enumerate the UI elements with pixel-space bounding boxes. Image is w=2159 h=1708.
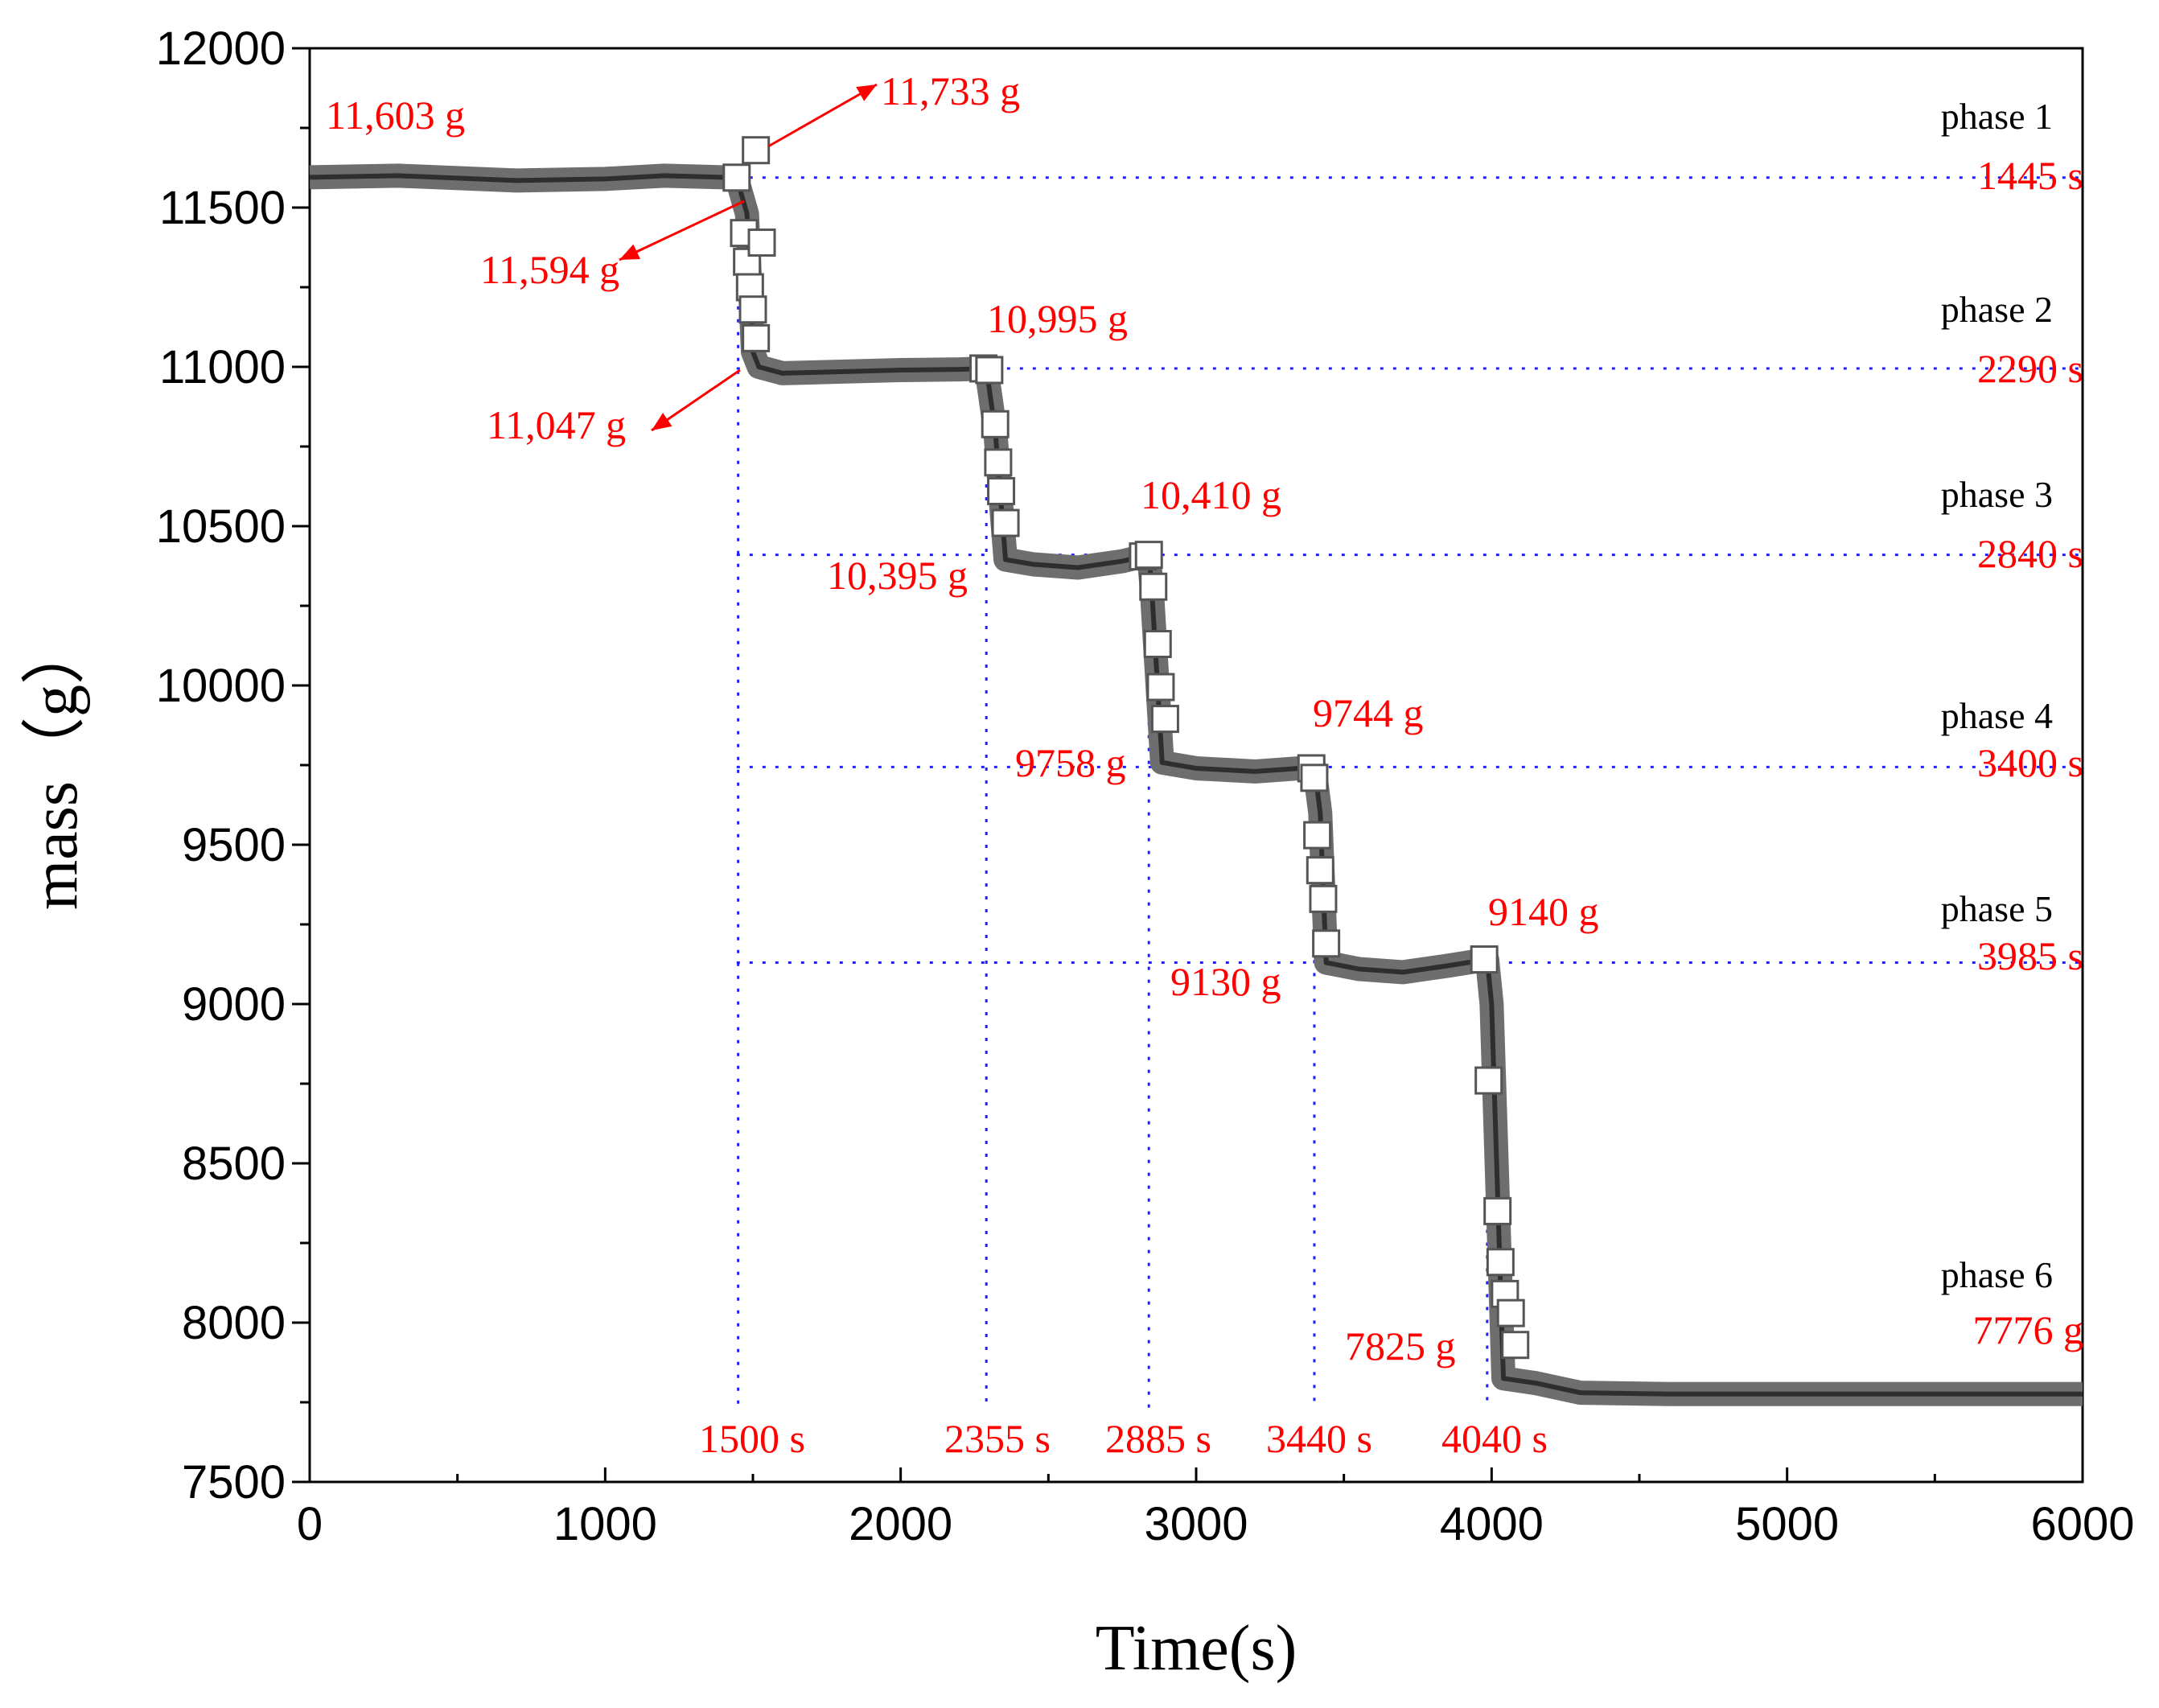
phase-time: 3985 s bbox=[1977, 933, 2083, 978]
phase-label: phase 1 bbox=[1941, 96, 2053, 137]
annotation-arrowhead bbox=[619, 244, 640, 260]
mass-annotation: 10,995 g bbox=[987, 296, 1128, 341]
mass-line bbox=[309, 173, 2083, 1397]
annotations: 11,603 g 11,733 g 11,594 g 11,047 g 10,995 g… bbox=[326, 68, 2083, 1461]
data-point-marker bbox=[742, 323, 771, 352]
transition-time-label: 2885 s bbox=[1105, 1416, 1211, 1461]
phase-time: 1445 s bbox=[1977, 153, 2083, 198]
data-point-marker bbox=[1474, 1066, 1503, 1095]
phase-label: phase 2 bbox=[1941, 289, 2053, 330]
x-tick-label: 1000 bbox=[553, 1498, 657, 1550]
mass-annotation: 11,047 g bbox=[487, 402, 626, 447]
data-point-marker bbox=[1483, 1196, 1512, 1225]
phase-time: 2840 s bbox=[1977, 531, 2083, 576]
y-tick-label: 8500 bbox=[182, 1138, 286, 1190]
data-point-marker bbox=[975, 356, 1004, 385]
data-point-marker bbox=[987, 476, 1016, 505]
mass-annotation: 11,733 g bbox=[881, 68, 1020, 113]
axes: 0 1000 2000 3000 4000 5000 6000 7500 8000 8500 900… bbox=[156, 23, 2135, 1550]
data-point-marker bbox=[1146, 673, 1175, 702]
y-tick-label: 11000 bbox=[159, 341, 286, 393]
mass-annotation: 10,395 g bbox=[827, 553, 968, 598]
data-point-marker bbox=[1309, 884, 1338, 913]
phase-time: 3400 s bbox=[1977, 740, 2083, 785]
phase-label: phase 3 bbox=[1941, 474, 2053, 515]
data-point-marker bbox=[1134, 541, 1163, 570]
data-point-marker bbox=[1306, 856, 1334, 885]
data-point-marker bbox=[981, 410, 1010, 438]
mass-annotation: 7776 g bbox=[1973, 1307, 2084, 1352]
data-point-marker bbox=[1143, 630, 1172, 659]
x-tick-label: 6000 bbox=[2030, 1498, 2134, 1550]
x-tick-label: 3000 bbox=[1144, 1498, 1248, 1550]
mass-annotation: 10,410 g bbox=[1141, 472, 1281, 517]
x-tick-label: 0 bbox=[297, 1498, 323, 1550]
y-tick-label: 8000 bbox=[182, 1297, 286, 1349]
mass-annotation: 9130 g bbox=[1170, 959, 1281, 1004]
data-point-marker bbox=[1496, 1298, 1525, 1327]
data-point-marker bbox=[991, 508, 1020, 537]
transition-time-label: 1500 s bbox=[699, 1416, 805, 1461]
data-point-marker bbox=[1312, 929, 1341, 958]
annotation-arrow bbox=[767, 83, 878, 148]
x-axis-title: Time(s) bbox=[1096, 1613, 1297, 1684]
phase-label: phase 5 bbox=[1941, 888, 2053, 929]
data-point-marker bbox=[747, 228, 776, 257]
mass-annotation: 11,603 g bbox=[326, 93, 465, 138]
x-tick-label: 5000 bbox=[1735, 1498, 1839, 1550]
data-point-marker bbox=[1150, 705, 1179, 734]
data-point-marker bbox=[1486, 1248, 1515, 1277]
phase-label: phase 4 bbox=[1941, 695, 2053, 736]
data-point-marker bbox=[984, 448, 1013, 477]
mass-annotation: 9758 g bbox=[1015, 740, 1126, 785]
mass-annotation: 7825 g bbox=[1345, 1323, 1456, 1368]
y-tick-label: 10000 bbox=[156, 660, 286, 712]
data-point-marker bbox=[1303, 821, 1332, 850]
y-tick-label: 9500 bbox=[182, 819, 286, 871]
annotation-arrowhead bbox=[856, 84, 877, 101]
y-tick-label: 9000 bbox=[182, 978, 286, 1031]
x-tick-label: 4000 bbox=[1440, 1498, 1544, 1550]
y-tick-label: 12000 bbox=[156, 23, 286, 75]
y-tick-label: 10500 bbox=[156, 500, 286, 553]
data-point-marker bbox=[722, 163, 751, 192]
data-point-marker bbox=[1139, 572, 1168, 601]
y-axis-title: mass（g） bbox=[20, 620, 91, 910]
annotation-arrowhead bbox=[652, 413, 672, 430]
data-point-marker bbox=[1470, 945, 1499, 974]
transition-time-label: 3440 s bbox=[1266, 1416, 1372, 1461]
data-series bbox=[309, 136, 2083, 1406]
x-tick-label: 2000 bbox=[849, 1498, 952, 1550]
data-point-marker bbox=[738, 295, 767, 324]
y-tick-label: 7500 bbox=[182, 1456, 286, 1508]
phase-time: 2290 s bbox=[1977, 346, 2083, 391]
mass-annotation: 11,594 g bbox=[480, 247, 619, 292]
data-point-marker bbox=[1501, 1331, 1530, 1360]
mass-annotation: 9744 g bbox=[1313, 690, 1424, 735]
data-point-marker bbox=[1300, 763, 1329, 792]
data-point-marker bbox=[742, 136, 771, 165]
annotation-arrow bbox=[619, 200, 745, 261]
transition-time-label: 2355 s bbox=[944, 1416, 1051, 1461]
transition-time-label: 4040 s bbox=[1441, 1416, 1548, 1461]
mass-annotation: 9140 g bbox=[1488, 889, 1599, 934]
phase-label: phase 6 bbox=[1941, 1254, 2053, 1295]
y-tick-label: 11500 bbox=[159, 182, 286, 234]
mass-band bbox=[309, 163, 2083, 1406]
